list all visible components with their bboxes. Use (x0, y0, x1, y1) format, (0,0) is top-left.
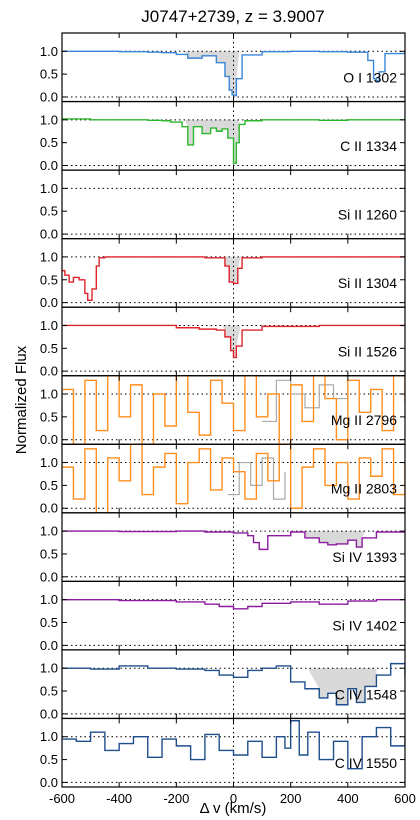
absorption-shading (304, 531, 365, 548)
y-tick-label: 1.0 (40, 249, 58, 264)
y-tick-label: 0.0 (40, 227, 58, 242)
panel-plot-area (62, 375, 405, 445)
flux-spectrum-line (62, 118, 405, 164)
panel-ion-label: Si II 1304 (338, 275, 397, 291)
y-tick-label: 1.0 (40, 455, 58, 470)
spectrum-panel: 0.0 0.5 1.0 C II 1334 (40, 100, 406, 173)
x-tick-label: -400 (106, 791, 132, 806)
x-tick-label: 600 (394, 791, 416, 806)
y-tick-label: 0.0 (40, 569, 58, 584)
y-tick-label: 0.0 (40, 158, 58, 173)
spectrum-panel: 0.0 0.5 1.0 Si II 1526 (40, 306, 406, 379)
y-tick-label: 0.5 (40, 546, 58, 561)
flux-spectrum-line (62, 256, 405, 302)
y-axis-label: Normalized Flux (13, 345, 30, 454)
spectrum-panel: 0.0 0.5 1.0 C IV 1548 (40, 649, 406, 721)
panel-ion-label: Si II 1260 (338, 206, 397, 222)
y-tick-label: 0.0 (40, 432, 58, 447)
y-tick-label: 0.5 (40, 409, 58, 424)
y-tick-label: 1.0 (40, 387, 58, 402)
spectrum-panel: 0.0 0.5 1.0 Si II 1304 (40, 238, 406, 310)
panel-ion-label: Si IV 1393 (332, 549, 397, 565)
chart-title: J0747+2739, z = 3.9007 (141, 7, 324, 26)
panel-plot-area (62, 444, 405, 513)
x-tick-label: -200 (163, 791, 189, 806)
y-tick-label: 0.5 (40, 272, 58, 287)
spectrum-panel: 0.0 0.5 1.0 O I 1302 (40, 32, 406, 104)
spectrum-panel: 0.0 0.5 1.0 C IV 1550 (40, 717, 406, 790)
spectrum-panel: 0.0 0.5 1.0 Si II 1260 (40, 169, 406, 242)
x-tick-labels: -600 -400 -200 0 200 400 600 (49, 791, 416, 806)
panel-ion-label: C IV 1550 (335, 755, 397, 771)
absorption-shading (307, 668, 377, 705)
flux-spectrum-line (62, 598, 405, 610)
absorption-shading (222, 256, 241, 284)
spectrum-panel: 0.0 0.5 1.0 Mg II 2796 (40, 375, 406, 447)
x-tick-label: 400 (337, 791, 359, 806)
y-tick-label: 0.5 (40, 204, 58, 219)
y-tick-label: 0.5 (40, 478, 58, 493)
flux-spectrum-line (62, 50, 405, 97)
panel-plot-area (62, 307, 405, 376)
flux-spectrum-line (62, 662, 405, 706)
y-tick-label: 0.0 (40, 89, 58, 104)
y-tick-label: 0.5 (40, 341, 58, 356)
y-tick-label: 0.0 (40, 501, 58, 516)
x-tick-label: -600 (49, 791, 75, 806)
panel-ion-label: Mg II 2796 (331, 412, 397, 428)
panel-ion-label: Si IV 1402 (332, 618, 397, 634)
y-tick-label: 1.0 (40, 661, 58, 676)
flux-spectrum-line (62, 324, 405, 359)
y-tick-label: 0.5 (40, 752, 58, 767)
y-tick-label: 1.0 (40, 729, 58, 744)
y-tick-label: 0.0 (40, 364, 58, 379)
panel-plot-area (62, 33, 405, 102)
y-tick-label: 0.5 (40, 615, 58, 630)
x-tick-label: 200 (280, 791, 302, 806)
panel-plot-area (62, 581, 405, 650)
panel-plot-area (62, 170, 405, 239)
spectrum-panel: 0.0 0.5 1.0 Si IV 1393 (40, 512, 406, 584)
flux-spectrum-line (62, 720, 405, 770)
panel-ion-label: C II 1334 (340, 138, 397, 154)
panel-ion-label: Mg II 2803 (331, 481, 397, 497)
panel-plot-area (62, 512, 405, 582)
spectrum-panel: 0.0 0.5 1.0 Si IV 1402 (40, 580, 406, 653)
panel-plot-area (62, 718, 405, 787)
y-tick-label: 0.0 (40, 775, 58, 790)
y-tick-label: 1.0 (40, 524, 58, 539)
panel-ion-label: O I 1302 (343, 69, 397, 85)
y-tick-label: 0.5 (40, 684, 58, 699)
y-tick-label: 1.0 (40, 112, 58, 127)
y-tick-label: 0.0 (40, 638, 58, 653)
x-axis-label: Δ v (km/s) (200, 800, 267, 817)
y-tick-label: 0.5 (40, 135, 58, 150)
panel-ion-label: Si II 1526 (338, 344, 397, 360)
y-tick-label: 1.0 (40, 592, 58, 607)
flux-spectrum-line (62, 444, 405, 513)
y-tick-label: 0.0 (40, 706, 58, 721)
y-tick-label: 0.5 (40, 67, 58, 82)
error-spectrum-line (227, 457, 286, 500)
y-tick-label: 0.0 (40, 295, 58, 310)
y-tick-label: 1.0 (40, 181, 58, 196)
panel-plot-area (62, 101, 405, 171)
y-tick-label: 1.0 (40, 44, 58, 59)
y-tick-label: 1.0 (40, 318, 58, 333)
panel-plot-area (62, 649, 405, 719)
panel-ion-label: C IV 1548 (335, 686, 397, 702)
flux-spectrum-line (62, 530, 405, 551)
spectrum-panel: 0.0 0.5 1.0 Mg II 2803 (40, 443, 406, 516)
panel-plot-area (62, 238, 405, 308)
x-tick-label: 0 (230, 791, 237, 806)
